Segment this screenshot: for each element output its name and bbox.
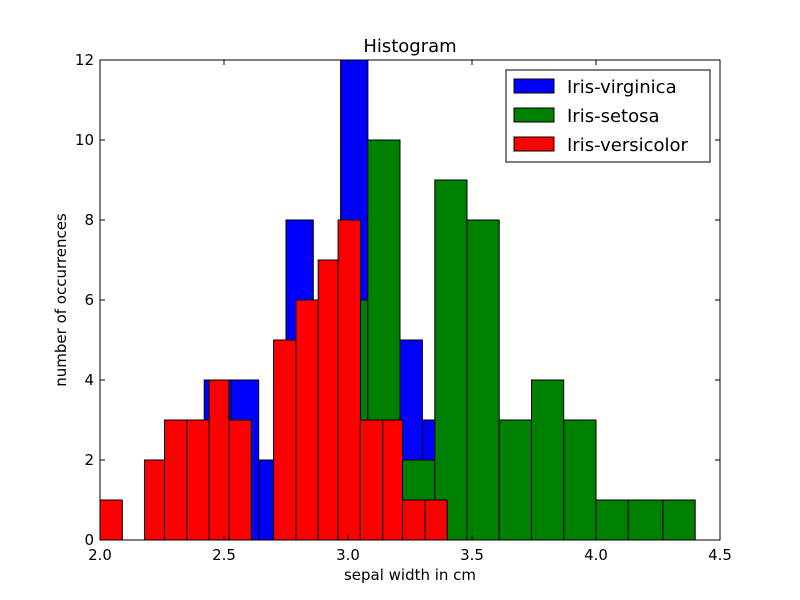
bar-iris-setosa-12 <box>563 419 597 541</box>
bar-iris-versicolor-2 <box>144 459 165 541</box>
bar-iris-versicolor-5 <box>208 379 230 541</box>
y-tick-label: 4 <box>84 371 94 389</box>
legend-label-setosa: Iris-setosa <box>567 106 660 127</box>
legend-swatch-versicolor <box>513 136 555 152</box>
legend-label-virginica: Iris-virginica <box>567 77 677 98</box>
legend-swatch-virginica <box>513 78 555 94</box>
bar-iris-versicolor-11 <box>337 219 361 541</box>
bar-iris-versicolor-9 <box>295 299 319 541</box>
bar-iris-setosa-15 <box>662 499 696 541</box>
bar-iris-versicolor-15 <box>424 499 448 541</box>
y-tick-label: 0 <box>84 531 94 549</box>
bar-iris-versicolor-14 <box>402 499 426 541</box>
legend-label-versicolor: Iris-versicolor <box>567 135 689 156</box>
legend-swatch-setosa <box>513 107 555 123</box>
ticks-layer: 2.0 2.5 3.0 3.5 4.0 4.5 0 2 4 6 8 10 12 <box>75 51 732 564</box>
y-tick-label: 10 <box>75 131 94 149</box>
y-tick-label: 12 <box>75 51 94 69</box>
y-tick-label: 8 <box>84 211 94 229</box>
y-tick-label: 2 <box>84 451 94 469</box>
bar-iris-versicolor-12 <box>359 419 384 541</box>
bar-iris-setosa-11 <box>531 379 565 541</box>
x-tick-label: 4.0 <box>584 546 608 564</box>
bar-iris-versicolor-3 <box>164 419 188 541</box>
x-tick-label: 2.0 <box>88 546 112 564</box>
bar-iris-versicolor-4 <box>186 419 210 541</box>
bar-iris-versicolor-10 <box>317 259 339 541</box>
chart-title: Histogram <box>363 36 456 57</box>
bar-iris-setosa-13 <box>595 499 629 541</box>
bar-iris-setosa-9 <box>466 219 500 541</box>
bar-iris-setosa-8 <box>434 179 468 541</box>
bar-iris-versicolor-6 <box>228 419 252 541</box>
x-tick-label: 3.0 <box>336 546 360 564</box>
bar-iris-versicolor-13 <box>382 419 404 541</box>
x-tick-label: 4.5 <box>708 546 732 564</box>
x-tick-label: 2.5 <box>212 546 236 564</box>
x-axis-label: sepal width in cm <box>344 566 476 584</box>
x-tick-label: 3.5 <box>460 546 484 564</box>
bar-iris-setosa-14 <box>627 499 664 541</box>
bar-iris-versicolor-0 <box>99 499 123 541</box>
legend: Iris-virginica Iris-setosa Iris-versicol… <box>505 69 711 163</box>
bar-iris-versicolor-8 <box>273 339 297 541</box>
y-axis-label: number of occurrences <box>52 213 70 387</box>
bars-layer <box>99 59 696 541</box>
y-tick-label: 6 <box>84 291 94 309</box>
bar-iris-setosa-10 <box>498 419 532 541</box>
